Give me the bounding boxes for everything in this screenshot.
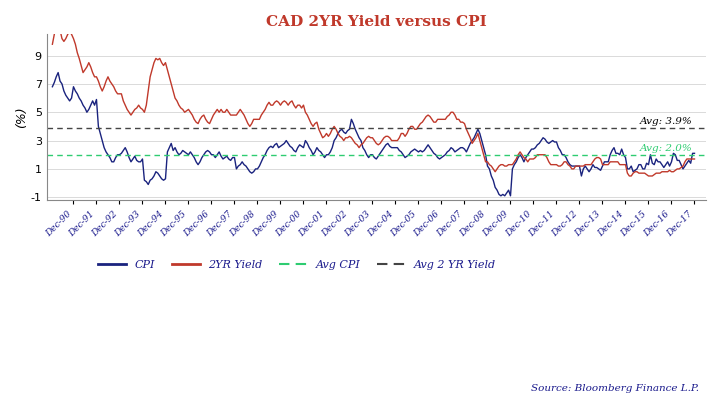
CPI <box>577 174 585 179</box>
CPI <box>58 81 66 86</box>
CPI <box>410 147 419 151</box>
2YR Yield <box>690 156 699 161</box>
CPI <box>690 151 699 156</box>
2YR Yield <box>583 162 591 167</box>
Line: CPI: CPI <box>53 73 694 196</box>
2YR Yield <box>575 164 584 168</box>
CPI <box>242 164 250 168</box>
CPI <box>54 70 63 75</box>
CPI <box>585 169 593 174</box>
2YR Yield <box>48 42 57 47</box>
CPI <box>192 160 200 164</box>
2YR Yield <box>410 127 419 132</box>
CPI <box>497 194 505 198</box>
Line: 2YR Yield: 2YR Yield <box>53 20 694 176</box>
2YR Yield <box>192 120 200 124</box>
2YR Yield <box>54 18 63 23</box>
2YR Yield <box>242 117 250 122</box>
Text: Source: Bloomberg Finance L.P.: Source: Bloomberg Finance L.P. <box>531 384 699 393</box>
Title: CAD 2YR Yield versus CPI: CAD 2YR Yield versus CPI <box>266 15 487 29</box>
Legend: CPI, 2YR Yield, Avg CPI, Avg 2 YR Yield: CPI, 2YR Yield, Avg CPI, Avg 2 YR Yield <box>94 255 500 274</box>
CPI <box>48 85 57 89</box>
Text: Avg: 2.0%: Avg: 2.0% <box>640 144 693 153</box>
Y-axis label: (%): (%) <box>15 106 28 128</box>
Text: Avg: 3.9%: Avg: 3.9% <box>640 117 693 126</box>
2YR Yield <box>58 36 66 41</box>
2YR Yield <box>625 174 634 179</box>
